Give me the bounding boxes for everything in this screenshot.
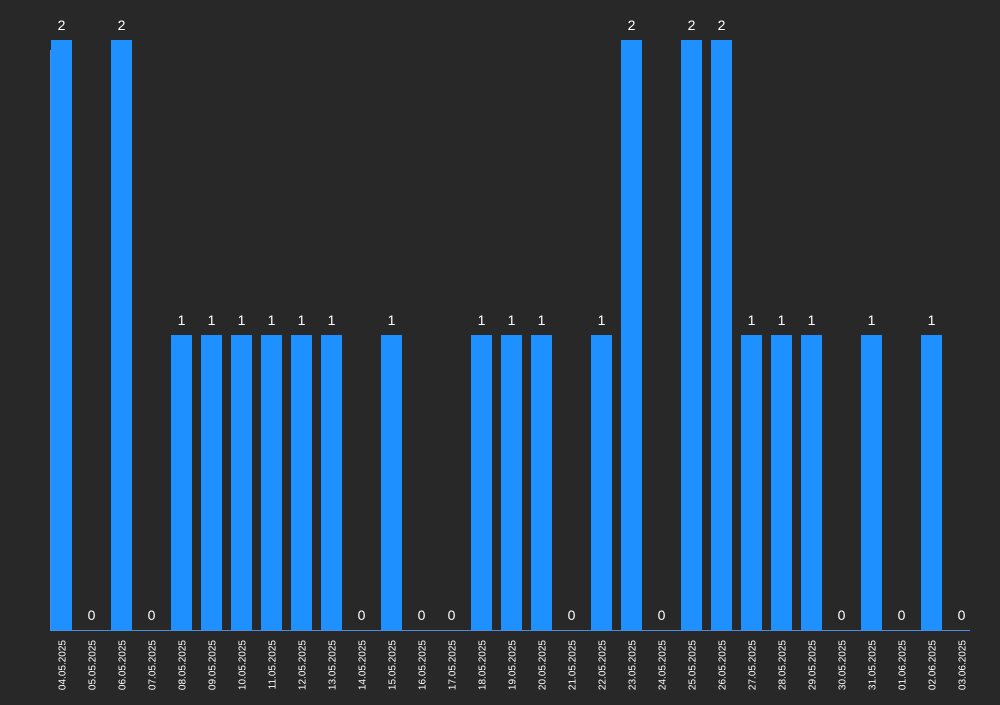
bars-group (51, 40, 942, 630)
bar (861, 335, 882, 630)
x-tick-label: 10.05.2025 (238, 640, 249, 690)
bar (501, 335, 522, 630)
data-label: 0 (88, 607, 96, 623)
data-label: 0 (568, 607, 576, 623)
x-tick-label: 01.06.2025 (898, 640, 909, 690)
data-label: 1 (178, 312, 186, 328)
x-tick-label: 04.05.2025 (58, 640, 69, 690)
bar (591, 335, 612, 630)
x-tick-label: 16.05.2025 (418, 640, 429, 690)
bar (801, 335, 822, 630)
x-tick-label: 13.05.2025 (328, 640, 339, 690)
data-label: 0 (148, 607, 156, 623)
bar (471, 335, 492, 630)
data-label: 1 (328, 312, 336, 328)
bar (741, 335, 762, 630)
data-label: 0 (838, 607, 846, 623)
x-tick-label: 19.05.2025 (508, 640, 519, 690)
data-label: 0 (958, 607, 966, 623)
data-label: 0 (358, 607, 366, 623)
x-tick-label: 20.05.2025 (538, 640, 549, 690)
data-label: 1 (778, 312, 786, 328)
x-tick-label: 21.05.2025 (568, 640, 579, 690)
data-label: 1 (748, 312, 756, 328)
bar (51, 40, 72, 630)
data-label: 0 (658, 607, 666, 623)
data-label: 2 (718, 17, 726, 33)
data-label: 0 (898, 607, 906, 623)
x-tick-labels-group: 04.05.2025 05.05.2025 06.05.2025 07.05.2025… (58, 640, 969, 690)
bar (111, 40, 132, 630)
x-tick-label: 15.05.2025 (388, 640, 399, 690)
x-tick-label: 03.06.2025 (958, 640, 969, 690)
x-tick-label: 11.05.2025 (268, 640, 279, 690)
data-label: 1 (268, 312, 276, 328)
x-tick-label: 06.05.2025 (118, 640, 129, 690)
x-tick-label: 31.05.2025 (868, 640, 879, 690)
value-labels-group: 2 0 2 0 1 1 1 1 1 1 0 1 0 0 1 1 1 0 1 2 0 2 2 1 1 1 0 1 0 1 0 (58, 17, 966, 623)
x-tick-label: 22.05.2025 (598, 640, 609, 690)
x-tick-label: 28.05.2025 (778, 640, 789, 690)
bar (291, 335, 312, 630)
bar (171, 335, 192, 630)
bar (921, 335, 942, 630)
bar (771, 335, 792, 630)
data-label: 1 (808, 312, 816, 328)
data-label: 0 (448, 607, 456, 623)
data-label: 1 (238, 312, 246, 328)
bar (261, 335, 282, 630)
x-tick-label: 29.05.2025 (808, 640, 819, 690)
bar (531, 335, 552, 630)
x-tick-label: 14.05.2025 (358, 640, 369, 690)
data-label: 1 (508, 312, 516, 328)
data-label: 1 (478, 312, 486, 328)
data-label: 2 (628, 17, 636, 33)
data-label: 1 (868, 312, 876, 328)
x-tick-label: 07.05.2025 (148, 640, 159, 690)
x-tick-label: 25.05.2025 (688, 640, 699, 690)
data-label: 2 (58, 17, 66, 33)
x-tick-label: 24.05.2025 (658, 640, 669, 690)
bar (231, 335, 252, 630)
x-tick-label: 05.05.2025 (88, 640, 99, 690)
data-label: 2 (688, 17, 696, 33)
data-label: 0 (418, 607, 426, 623)
bar (711, 40, 732, 630)
x-tick-label: 18.05.2025 (478, 640, 489, 690)
data-label: 1 (208, 312, 216, 328)
bar (681, 40, 702, 630)
x-tick-label: 27.05.2025 (748, 640, 759, 690)
data-label: 1 (298, 312, 306, 328)
x-tick-label: 23.05.2025 (628, 640, 639, 690)
bar (381, 335, 402, 630)
bar (201, 335, 222, 630)
data-label: 1 (388, 312, 396, 328)
x-tick-label: 09.05.2025 (208, 640, 219, 690)
x-tick-label: 30.05.2025 (838, 640, 849, 690)
axes-group (50, 50, 970, 631)
x-tick-label: 02.06.2025 (928, 640, 939, 690)
x-tick-label: 08.05.2025 (178, 640, 189, 690)
bar (321, 335, 342, 630)
x-tick-label: 12.05.2025 (298, 640, 309, 690)
x-tick-label: 26.05.2025 (718, 640, 729, 690)
data-label: 2 (118, 17, 126, 33)
data-label: 1 (928, 312, 936, 328)
x-tick-label: 17.05.2025 (448, 640, 459, 690)
data-label: 1 (538, 312, 546, 328)
bar (621, 40, 642, 630)
data-label: 1 (598, 312, 606, 328)
